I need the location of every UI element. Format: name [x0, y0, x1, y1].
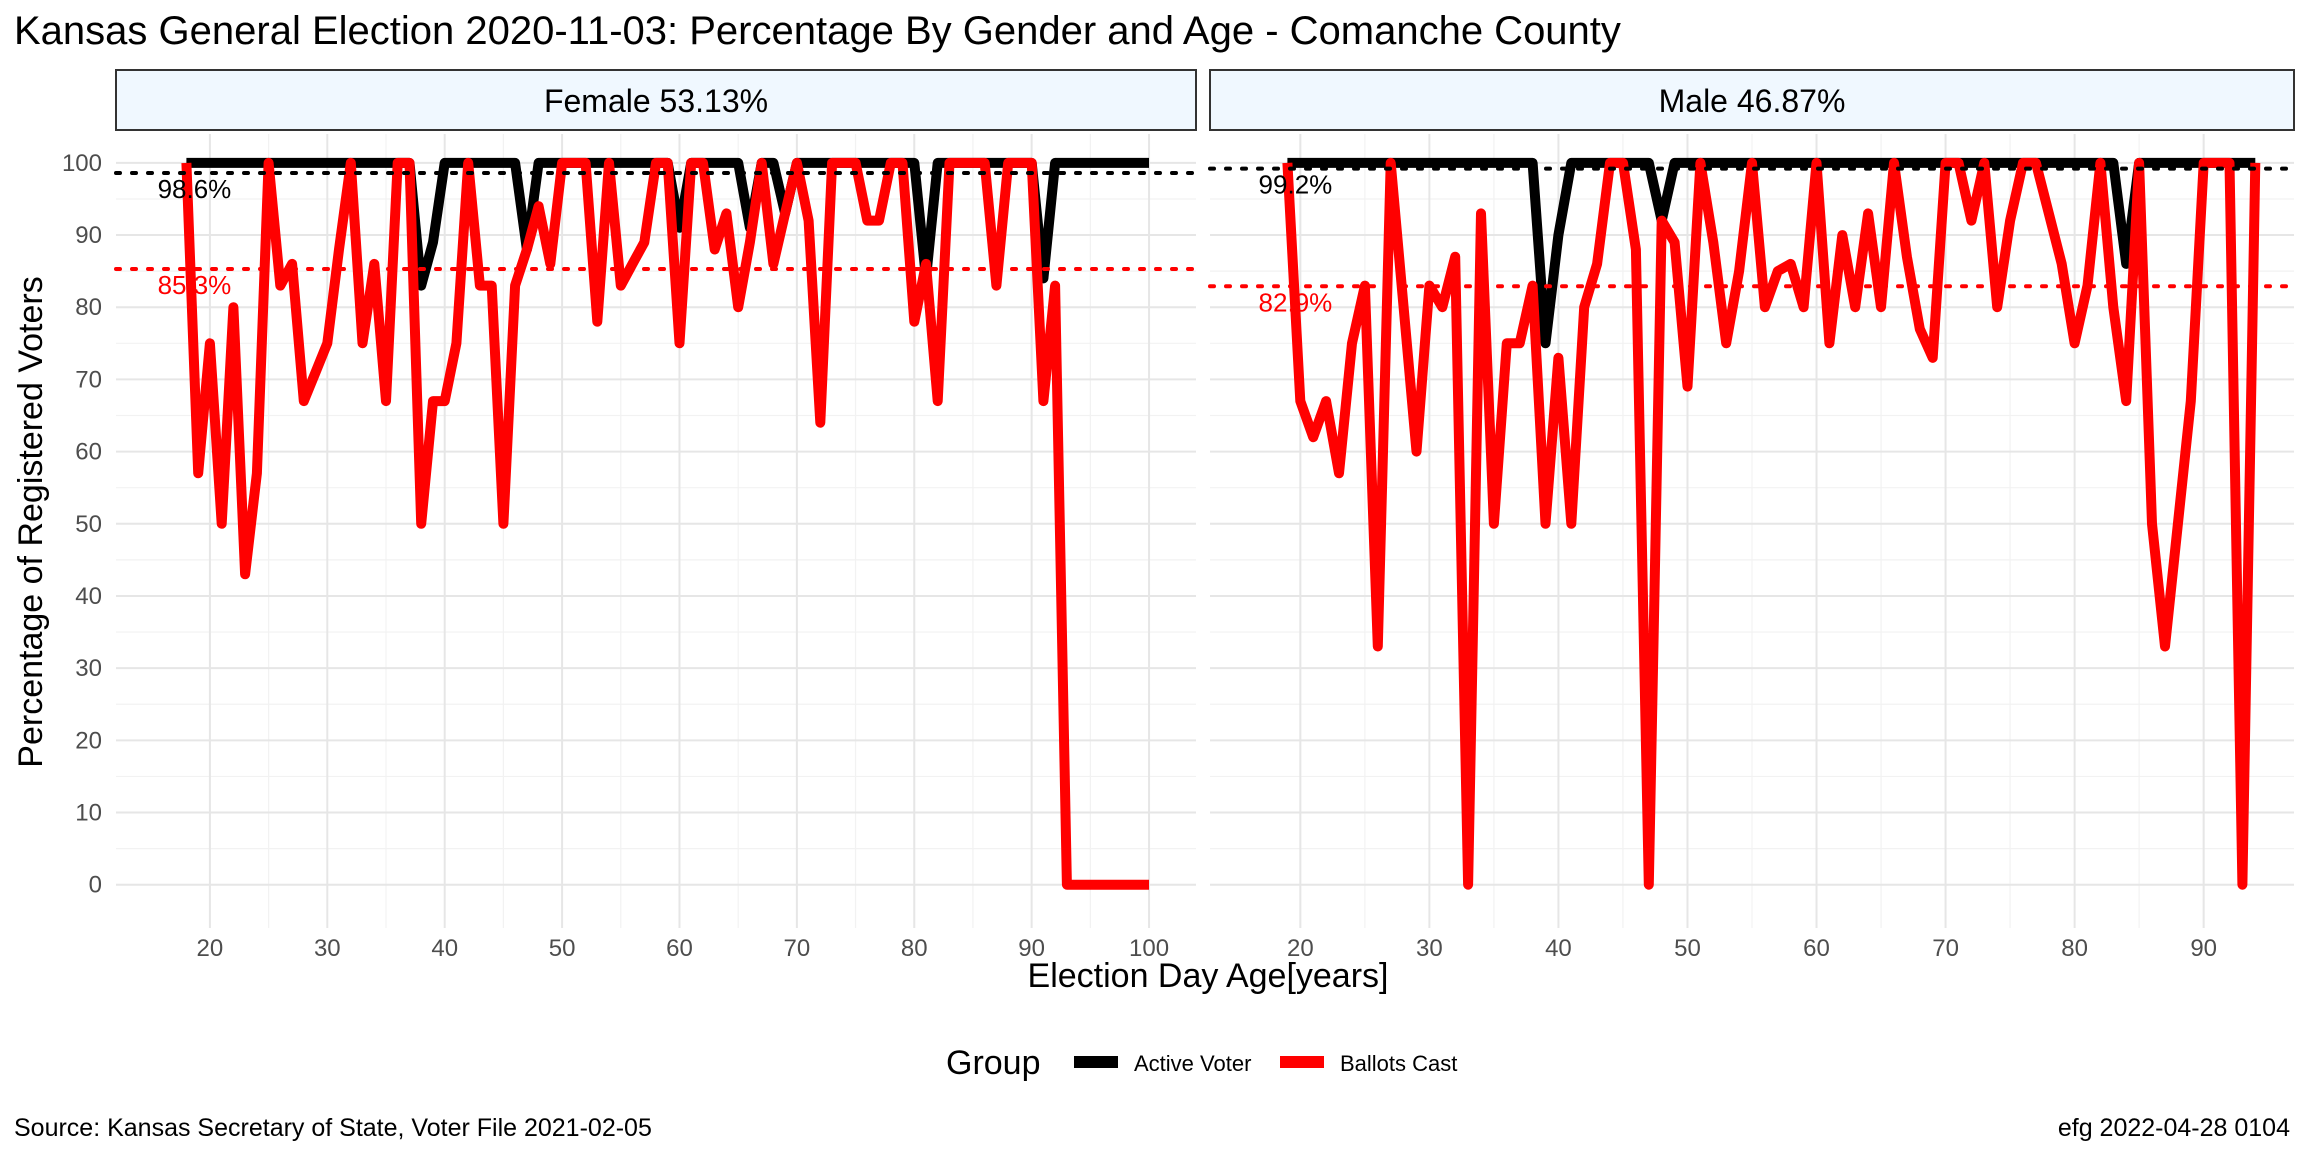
y-tick-label: 40: [75, 583, 102, 610]
y-tick-label: 80: [75, 294, 102, 321]
average-label: 99.2%: [1259, 170, 1333, 200]
x-tick-label: 40: [431, 935, 458, 962]
legend: Group Active Voter Ballots Cast: [946, 1044, 1457, 1082]
panel-strip-0: [115, 69, 1197, 131]
panel-0: Female 53.13% 0 10 20 30 40 50 60 70 80 90 100 20 30 4…: [62, 69, 1198, 962]
x-tick-label: 20: [197, 935, 224, 962]
y-tick-label: 10: [75, 800, 102, 827]
x-tick-label: 70: [784, 935, 811, 962]
y-tick-label: 90: [75, 222, 102, 249]
x-tick-label: 100: [1129, 935, 1169, 962]
series-line-ballots-cast: [181, 157, 1149, 890]
x-tick-label: 30: [314, 935, 341, 962]
average-label: 82.9%: [1259, 287, 1333, 317]
x-tick-label: 60: [1803, 935, 1830, 962]
y-tick-label: 20: [75, 727, 102, 754]
y-axis-label: Percentage of Registered Voters: [12, 276, 50, 767]
x-tick-label: 40: [1545, 935, 1572, 962]
x-tick-label: 80: [2061, 935, 2088, 962]
x-tick-label: 60: [666, 935, 693, 962]
y-tick-label: 30: [75, 655, 102, 682]
timestamp-note: efg 2022-04-28 0104: [2058, 1114, 2290, 1142]
legend-label-active-voter: Active Voter: [1134, 1051, 1251, 1076]
y-tick-label: 60: [75, 439, 102, 466]
panels-group: Female 53.13% 0 10 20 30 40 50 60 70 80 90 100 20 30 4…: [62, 69, 2296, 962]
x-tick-label: 20: [1287, 935, 1314, 962]
x-tick-label: 70: [1932, 935, 1959, 962]
panel-strip-label-0: Female 53.13%: [544, 83, 768, 119]
x-tick-label: 30: [1416, 935, 1443, 962]
legend-label-ballots-cast: Ballots Cast: [1340, 1051, 1457, 1076]
x-tick-label: 90: [1018, 935, 1045, 962]
x-tick-label: 50: [1674, 935, 1701, 962]
panel-strip-1: [1209, 69, 2295, 131]
y-tick-label: 0: [89, 872, 102, 899]
x-tick-label: 50: [549, 935, 576, 962]
x-tick-label: 80: [901, 935, 928, 962]
y-tick-label: 100: [62, 150, 102, 177]
panel-1: Male 46.87% 20 30 40 50 60 70 80 90 99.2% 82.9%: [1208, 69, 2296, 962]
average-label: 85.3%: [158, 270, 232, 300]
y-tick-label: 70: [75, 366, 102, 393]
panel-strip-label-1: Male 46.87%: [1659, 83, 1846, 119]
legend-title: Group: [946, 1044, 1041, 1082]
series-line-active-voter: [1287, 157, 2256, 349]
x-tick-label: 90: [2190, 935, 2217, 962]
x-axis-label: Election Day Age[years]: [1028, 957, 1389, 995]
series-line-ballots-cast: [1282, 157, 2261, 890]
average-label: 98.6%: [158, 174, 232, 204]
y-tick-label: 50: [75, 511, 102, 538]
source-note: Source: Kansas Secretary of State, Voter…: [14, 1114, 652, 1142]
chart-title: Kansas General Election 2020-11-03: Perc…: [14, 9, 1621, 53]
